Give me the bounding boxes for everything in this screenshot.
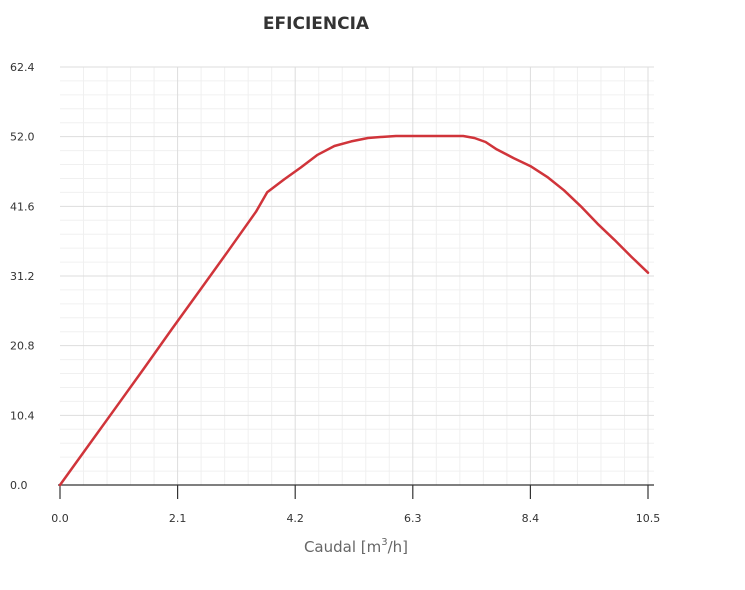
y-tick-label: 52.0	[10, 131, 35, 144]
x-tick-label: 4.2	[286, 512, 304, 525]
x-axis	[58, 484, 654, 499]
y-tick-label: 31.2	[10, 270, 35, 283]
x-tick-label: 8.4	[522, 512, 540, 525]
y-tick-label: 20.8	[10, 340, 35, 353]
y-tick-label: 62.4	[10, 61, 35, 74]
chart-title: EFICIENCIA	[262, 14, 370, 34]
x-tick-label: 0.0	[51, 512, 69, 525]
y-axis-labels: 0.0 10.4 20.8 31.2 41.6 52.0 62.4	[10, 61, 35, 492]
x-axis-labels: 0.0 2.1 4.2 6.3 8.4 10.5	[51, 512, 660, 525]
x-tick-label: 10.5	[636, 512, 661, 525]
x-tick-label: 2.1	[169, 512, 187, 525]
x-axis-title: Caudal [m3/h]	[304, 537, 408, 556]
x-axis-title-tail: /h]	[388, 538, 408, 556]
y-tick-label: 41.6	[10, 200, 35, 213]
x-axis-title-base: Caudal [m	[304, 538, 381, 556]
series-line	[58, 134, 650, 487]
y-tick-label: 10.4	[10, 409, 35, 422]
y-tick-label: 0.0	[10, 479, 28, 492]
x-tick-label: 6.3	[404, 512, 422, 525]
series-layer	[58, 134, 650, 487]
x-axis-title-sup: 3	[381, 537, 387, 548]
major-grid	[60, 66, 654, 485]
